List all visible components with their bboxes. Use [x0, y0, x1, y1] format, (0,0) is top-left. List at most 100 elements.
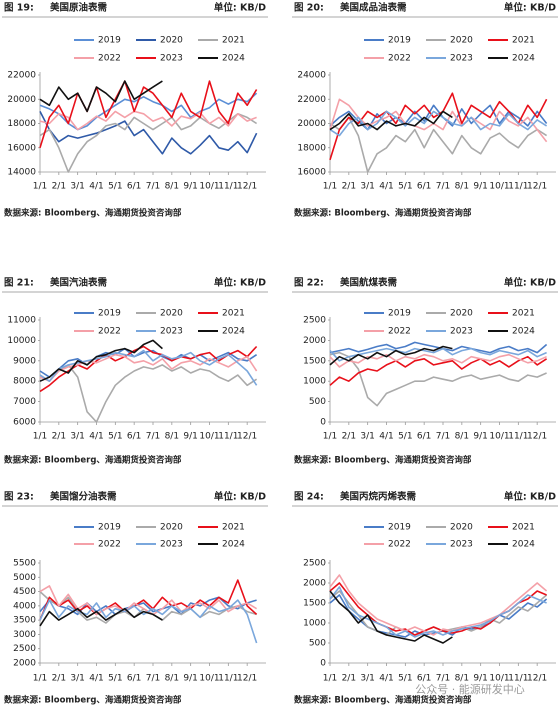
x-tick-label: 1/1: [33, 182, 47, 192]
series-line: [329, 351, 547, 407]
legend-label: 2023: [160, 540, 183, 550]
x-tick-label: 12/1: [237, 432, 257, 442]
series-line: [39, 113, 258, 173]
x-tick-label: 2/1: [52, 432, 66, 442]
figure-label: 图 20:: [294, 3, 324, 14]
x-tick-label: 3/1: [70, 674, 84, 684]
unit-label: 单位: KB/D: [214, 277, 266, 289]
x-tick-label: 9/1: [473, 432, 487, 442]
x-tick-label: 3/1: [360, 432, 374, 442]
x-tick-label: 4/1: [89, 674, 103, 684]
x-tick-label: 11/1: [218, 674, 238, 684]
legend-label: 2022: [388, 540, 411, 550]
x-tick-label: 3/1: [360, 182, 374, 192]
y-tick-label: 22000: [7, 71, 36, 81]
chart-title: 美国馏分油表需: [49, 491, 117, 503]
series-line: [329, 110, 453, 131]
x-tick-label: 2/1: [342, 432, 356, 442]
x-tick-label: 5/1: [108, 674, 122, 684]
y-tick-label: 4000: [13, 601, 36, 611]
chart-title: 美国航煤表需: [339, 277, 398, 289]
legend-label: 2020: [160, 523, 183, 533]
legend-label: 2024: [512, 327, 535, 337]
legend-label: 2023: [450, 540, 473, 550]
y-tick-label: 1500: [303, 599, 326, 609]
series-line: [329, 341, 548, 354]
y-tick-label: 14000: [7, 168, 36, 178]
y-tick-label: 7000: [13, 397, 36, 407]
legend-label: 2022: [388, 54, 411, 64]
y-tick-label: 16000: [297, 168, 326, 178]
figure-label: 图 24:: [294, 492, 324, 503]
x-tick-label: 6/1: [127, 432, 141, 442]
y-tick-label: 0: [320, 418, 326, 428]
x-tick-label: 2/1: [342, 674, 356, 684]
x-tick-label: 2/1: [52, 674, 66, 684]
legend-label: 2020: [450, 523, 473, 533]
legend-label: 2021: [512, 309, 535, 319]
y-tick-label: 500: [309, 397, 326, 407]
source-note: 数据来源: Bloomberg、海通期货投资咨询部: [4, 695, 182, 706]
x-tick-label: 12/1: [527, 432, 547, 442]
x-tick-label: 8/1: [455, 432, 469, 442]
x-tick-label: 8/1: [455, 674, 469, 684]
x-tick-label: 8/1: [455, 182, 469, 192]
x-tick-label: 10/1: [199, 182, 219, 192]
y-tick-label: 5000: [13, 573, 36, 583]
figure-label: 图 23:: [4, 492, 34, 503]
source-note: 数据来源: Bloomberg、海通期货投资咨询部: [294, 695, 472, 706]
legend-label: 2021: [222, 523, 245, 533]
legend-label: 2024: [222, 54, 245, 64]
chart-title: 美国原油表需: [49, 2, 108, 14]
unit-label: 单位: KB/D: [504, 2, 556, 14]
x-tick-label: 10/1: [489, 674, 509, 684]
x-tick-label: 9/1: [473, 182, 487, 192]
x-tick-label: 6/1: [417, 674, 431, 684]
x-tick-label: 9/1: [183, 182, 197, 192]
x-tick-label: 11/1: [508, 432, 528, 442]
figure-label: 图 21:: [4, 278, 34, 289]
x-tick-label: 7/1: [146, 182, 160, 192]
legend-label: 2020: [160, 309, 183, 319]
series-line: [39, 364, 258, 423]
x-tick-label: 6/1: [417, 182, 431, 192]
x-tick-label: 1/1: [33, 432, 47, 442]
x-tick-label: 4/1: [379, 432, 393, 442]
legend-label: 2021: [512, 36, 535, 46]
x-tick-label: 10/1: [199, 432, 219, 442]
legend-label: 2023: [160, 327, 183, 337]
legend-label: 2019: [388, 309, 411, 319]
legend-label: 2019: [388, 36, 411, 46]
series-line: [329, 355, 548, 386]
x-tick-label: 12/1: [527, 182, 547, 192]
y-tick-label: 18000: [297, 143, 326, 153]
legend-label: 2021: [222, 36, 245, 46]
x-tick-label: 9/1: [183, 674, 197, 684]
x-tick-label: 5/1: [398, 432, 412, 442]
series-line: [329, 345, 453, 366]
x-tick-label: 5/1: [398, 674, 412, 684]
x-tick-label: 11/1: [218, 182, 238, 192]
source-note: 数据来源: Bloomberg、海通期货投资咨询部: [294, 455, 472, 466]
source-note: 数据来源: Bloomberg、海通期货投资咨询部: [4, 208, 182, 219]
x-tick-label: 1/1: [323, 674, 337, 684]
legend-label: 2019: [388, 523, 411, 533]
x-tick-label: 11/1: [508, 674, 528, 684]
x-tick-label: 8/1: [165, 182, 179, 192]
legend-label: 2020: [450, 309, 473, 319]
series-line: [39, 80, 258, 149]
legend-label: 2019: [98, 36, 121, 46]
y-tick-label: 1000: [303, 377, 326, 387]
y-tick-label: 2500: [303, 316, 326, 326]
x-tick-label: 5/1: [108, 182, 122, 192]
x-tick-label: 12/1: [237, 182, 257, 192]
y-tick-label: 24000: [297, 71, 326, 81]
series-line: [329, 110, 548, 137]
y-tick-label: 500: [309, 639, 326, 649]
legend-label: 2021: [222, 309, 245, 319]
legend-label: 2022: [98, 327, 121, 337]
x-tick-label: 4/1: [89, 182, 103, 192]
y-tick-label: 2500: [13, 644, 36, 654]
x-tick-label: 3/1: [70, 182, 84, 192]
x-tick-label: 12/1: [237, 674, 257, 684]
